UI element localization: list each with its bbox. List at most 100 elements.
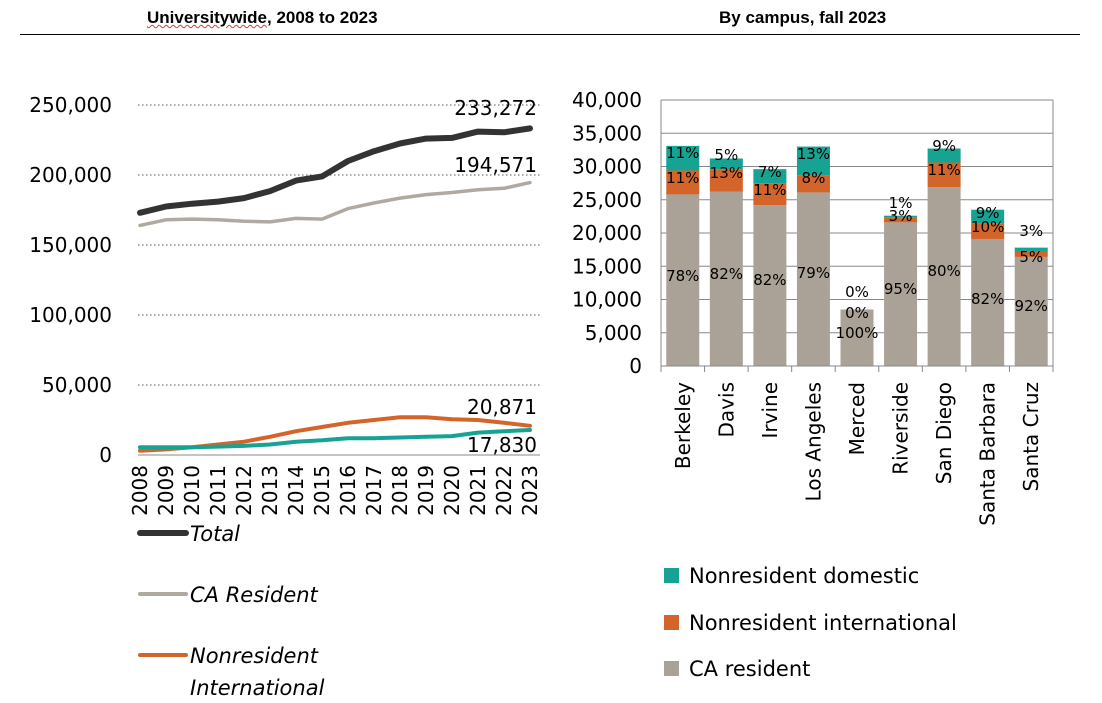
bar-1-6 (884, 222, 918, 366)
bar-1-5 (840, 309, 874, 366)
bar-1-9 (1014, 256, 1048, 366)
bar-pct-label: 8% (802, 169, 826, 187)
right-x-tick-label: Irvine (758, 382, 782, 439)
right-y-tick-label: 40,000 (572, 88, 642, 112)
bar-legend-swatch-1 (664, 568, 679, 583)
right-y-tick-label: 20,000 (572, 221, 642, 245)
right-x-tick-label: Berkeley (671, 382, 695, 469)
left-x-tick-label: 2008 (128, 465, 152, 516)
bar-pct-label: 82% (710, 265, 743, 283)
left-x-tick-label: 2011 (206, 465, 230, 516)
left-y-tick-label: 250,000 (29, 93, 112, 117)
left-x-tick-label: 2020 (440, 465, 464, 516)
bar-pct-label: 0% (845, 283, 869, 301)
legend-label-1: Total (190, 522, 240, 546)
right-x-tick-label: Santa Cruz (1019, 382, 1043, 491)
right-x-tick-label: Merced (845, 382, 869, 455)
bar-legend-label-1: Nonresident domestic (689, 564, 919, 588)
bar-3-8 (971, 209, 1005, 224)
bar-1-4 (796, 192, 830, 366)
bar-pct-label: 5% (714, 146, 738, 164)
bar-pct-label: 79% (797, 264, 830, 282)
right-x-tick-label: Santa Barbara (976, 382, 1000, 526)
left-title-prefix: Universitywide (147, 8, 267, 27)
left-x-tick-label: 2012 (232, 465, 256, 516)
right-y-tick-label: 5,000 (585, 321, 642, 345)
line-series-1 (137, 125, 533, 216)
bar-pct-label: 11% (666, 169, 699, 187)
bar-legend-label-2: Nonresident international (689, 611, 957, 635)
bar-3-2 (709, 158, 743, 170)
bar-2-9 (1014, 250, 1048, 257)
bar-pct-label: 11% (927, 161, 960, 179)
left-x-tick-label: 2010 (180, 465, 204, 516)
legend-label-3-line2: International (190, 676, 325, 700)
bar-pct-label: 11% (753, 181, 786, 199)
bar-legend-label-3: CA resident (689, 657, 810, 681)
right-x-tick-label: Los Angeles (801, 382, 825, 501)
bar-2-8 (971, 223, 1005, 239)
left-x-tick-label: 2009 (154, 465, 178, 516)
left-x-tick-label: 2013 (258, 465, 282, 516)
bar-pct-label: 11% (666, 144, 699, 162)
bar-pct-label: 0% (845, 304, 869, 322)
bar-1-7 (927, 187, 961, 366)
left-x-tick-label: 2019 (414, 465, 438, 516)
bar-1-8 (971, 238, 1005, 366)
bar-pct-label: 9% (976, 204, 1000, 222)
left-y-tick-label: 200,000 (29, 163, 112, 187)
line-end-label: 17,830 (467, 433, 537, 457)
bar-1-1 (666, 194, 700, 366)
bar-pct-label: 9% (932, 137, 956, 155)
bar-pct-label: 82% (971, 290, 1004, 308)
left-y-tick-label: 0 (99, 443, 112, 467)
legend-label-2: CA Resident (190, 583, 319, 607)
left-x-tick-label: 2014 (284, 465, 308, 516)
left-x-tick-label: 2023 (518, 465, 542, 516)
bar-2-3 (753, 183, 787, 206)
bar-pct-label: 3% (1019, 222, 1043, 240)
bar-2-1 (666, 170, 700, 195)
bar-3-6 (884, 215, 918, 218)
line-end-label: 233,272 (454, 96, 537, 120)
right-y-tick-label: 30,000 (572, 155, 642, 179)
bar-pct-label: 5% (1019, 248, 1043, 266)
bar-pct-label: 1% (889, 194, 913, 212)
left-x-tick-label: 2022 (492, 465, 516, 516)
right-y-tick-label: 15,000 (572, 254, 642, 278)
bar-legend-swatch-2 (664, 615, 679, 630)
bar-pct-label: 80% (927, 262, 960, 280)
bar-2-2 (709, 169, 743, 192)
bar-pct-label: 92% (1015, 297, 1048, 315)
bar-2-6 (884, 217, 918, 223)
bar-pct-label: 78% (666, 267, 699, 285)
line-series-2 (138, 180, 532, 228)
bar-3-4 (796, 146, 830, 176)
right-y-tick-label: 25,000 (572, 188, 642, 212)
header-rule (20, 34, 1080, 35)
bar-1-3 (753, 205, 787, 366)
bar-pct-label: 7% (758, 163, 782, 181)
line-series-4 (138, 428, 532, 450)
bar-pct-label: 95% (884, 280, 917, 298)
bar-pct-label: 13% (710, 164, 743, 182)
bar-pct-label: 82% (753, 271, 786, 289)
right-y-tick-label: 10,000 (572, 288, 642, 312)
bar-pct-label: 13% (797, 145, 830, 163)
line-end-label: 20,871 (467, 395, 537, 419)
left-y-tick-label: 50,000 (42, 373, 112, 397)
left-chart-title: Universitywide, 2008 to 2023 (147, 8, 378, 28)
left-x-tick-label: 2016 (336, 465, 360, 516)
right-x-tick-label: Riverside (889, 382, 913, 475)
bar-2-7 (927, 162, 961, 188)
bar-1-2 (709, 191, 743, 366)
bar-2-4 (796, 175, 830, 193)
left-x-tick-label: 2017 (362, 465, 386, 516)
legend-label-3-line1: Nonresident (190, 644, 319, 668)
bar-3-1 (666, 145, 700, 171)
left-x-tick-label: 2015 (310, 465, 334, 516)
right-y-tick-label: 0 (629, 354, 642, 378)
right-y-tick-label: 35,000 (572, 121, 642, 145)
bar-pct-label: 10% (971, 218, 1004, 236)
